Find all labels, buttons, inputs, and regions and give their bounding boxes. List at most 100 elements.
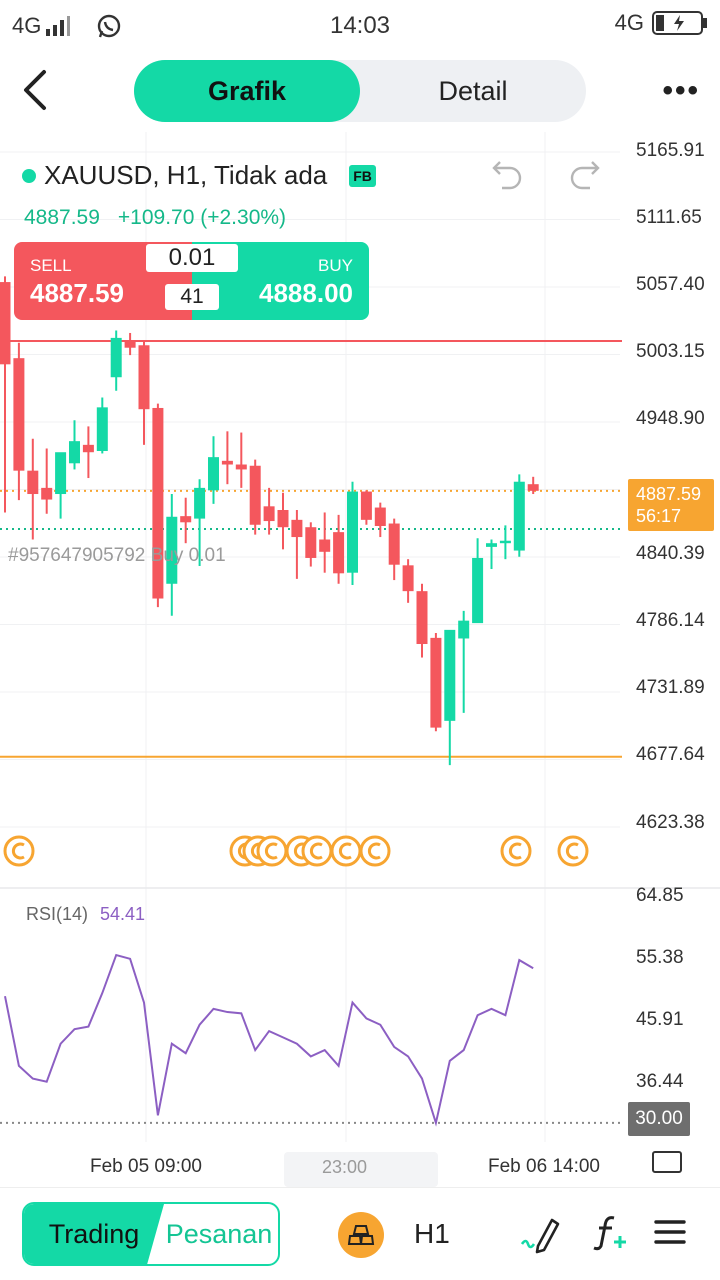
candle (180, 497, 192, 544)
candle (388, 518, 400, 581)
trading-tab[interactable]: Trading (24, 1204, 164, 1264)
candle (96, 397, 108, 454)
candle (347, 481, 358, 585)
event-marker-icon (3, 835, 35, 867)
tab-detail[interactable]: Detail (438, 75, 508, 106)
tab-grafik[interactable]: Grafik (134, 60, 360, 122)
buy-label: BUY (318, 256, 353, 275)
candle (333, 514, 345, 584)
mode-toggle: Trading Pesanan (22, 1202, 280, 1266)
marker-glyph (367, 842, 381, 860)
candle (138, 341, 150, 445)
marker-glyph (565, 842, 579, 860)
candle-body (333, 532, 345, 574)
price-axis-label: 5057.40 (636, 274, 705, 295)
candle-body (69, 441, 80, 464)
candle (513, 474, 525, 557)
candle-body (458, 620, 470, 639)
rsi-legend[interactable]: RSI(14) 54.41 (26, 904, 145, 925)
marker-glyph (11, 842, 25, 860)
candle-body (249, 465, 261, 525)
trade-panel: SELL 4887.59 BUY 4888.00 0.01 41 (14, 242, 369, 320)
gold-bars-icon (347, 1225, 375, 1245)
status-bar: 4G 14:03 4G (0, 0, 720, 50)
event-marker-icon (557, 835, 589, 867)
current-price-value: 4887.59 (636, 484, 702, 504)
candle (152, 403, 164, 608)
fullscreen-icon[interactable] (652, 1151, 682, 1173)
sell-button[interactable]: SELL 4887.59 (14, 242, 192, 320)
candle-body (319, 539, 331, 552)
chart-area[interactable]: XAUUSD, H1, Tidak ada FB 4887.59 +109.70… (0, 132, 720, 1187)
candles (0, 276, 539, 766)
candle (527, 476, 539, 495)
symbol-row: XAUUSD, H1, Tidak ada FB (22, 160, 376, 191)
more-options-icon[interactable]: ••• (662, 74, 700, 107)
rsi-axis-label: 45.91 (636, 1009, 684, 1030)
header: Grafik Detail ••• (0, 52, 720, 132)
rsi-level-tag: 30.00 (628, 1102, 690, 1136)
time-scroll-handle[interactable]: 23:00 (284, 1152, 438, 1187)
candle-body (27, 470, 39, 495)
event-marker-icon (301, 835, 333, 867)
candle-body (374, 507, 386, 526)
candle-body (291, 519, 303, 538)
signal-icon (46, 16, 71, 36)
network-label-right: 4G (614, 10, 644, 35)
menu-icon[interactable] (654, 1218, 686, 1246)
undo-icon[interactable] (490, 156, 526, 192)
marker-glyph (508, 842, 522, 860)
candle (194, 479, 206, 566)
candle-body (221, 460, 233, 465)
candle (486, 539, 497, 570)
sell-label: SELL (30, 256, 72, 275)
candle (263, 487, 275, 535)
marker-glyph (309, 842, 323, 860)
rsi-line (4, 953, 534, 1127)
marker-ring (500, 835, 532, 867)
timeframe-selector[interactable]: H1 (414, 1218, 450, 1249)
drawing-tool-icon[interactable] (518, 1214, 562, 1254)
candle (124, 332, 136, 356)
symbol-name[interactable]: XAUUSD, H1, Tidak ada (44, 160, 328, 190)
rsi-label: RSI(14) (26, 904, 89, 924)
network-label: 4G (12, 13, 42, 38)
candle (27, 438, 39, 540)
gold-bars-button[interactable] (338, 1212, 384, 1258)
orders-tab[interactable]: Pesanan (165, 1218, 273, 1249)
buy-button[interactable]: BUY 4888.00 (192, 242, 369, 320)
candle (110, 330, 122, 391)
candle-body (96, 407, 108, 451)
candle-body (486, 543, 497, 547)
bar-countdown: 56:17 (636, 506, 682, 526)
candle (472, 538, 484, 624)
marker-ring (3, 835, 35, 867)
candle-body (444, 629, 456, 721)
order-line-label[interactable]: #957647905792 Buy 0.01 (8, 545, 226, 566)
rsi-axis-label: 36.44 (636, 1071, 684, 1092)
rsi-axis-label: 64.85 (636, 885, 684, 906)
bottom-bar: Trading Pesanan H1 (0, 1187, 720, 1280)
candle-body (347, 491, 358, 573)
back-icon[interactable] (14, 66, 64, 116)
candle-body (55, 452, 67, 495)
redo-icon[interactable] (566, 156, 602, 192)
marker-ring (359, 835, 391, 867)
live-dot (22, 168, 36, 183)
candle (41, 448, 53, 514)
time-axis-label: Feb 05 09:00 (90, 1156, 202, 1177)
candle-body (41, 487, 53, 500)
candle (55, 452, 67, 519)
candle-body (388, 523, 400, 565)
candle-body (208, 457, 219, 491)
candle-body (235, 464, 247, 470)
time-axis-label: 23:00 (322, 1157, 368, 1177)
time-axis-label: Feb 06 14:00 (488, 1156, 600, 1177)
price-axis-label: 5003.15 (636, 341, 705, 362)
indicators-icon[interactable] (590, 1212, 630, 1252)
price-axis-label: 4840.39 (636, 543, 705, 564)
candle-body (416, 591, 428, 645)
candle-body (499, 540, 511, 544)
candle-body (430, 637, 442, 728)
lot-size-input[interactable]: 0.01 (146, 244, 238, 272)
